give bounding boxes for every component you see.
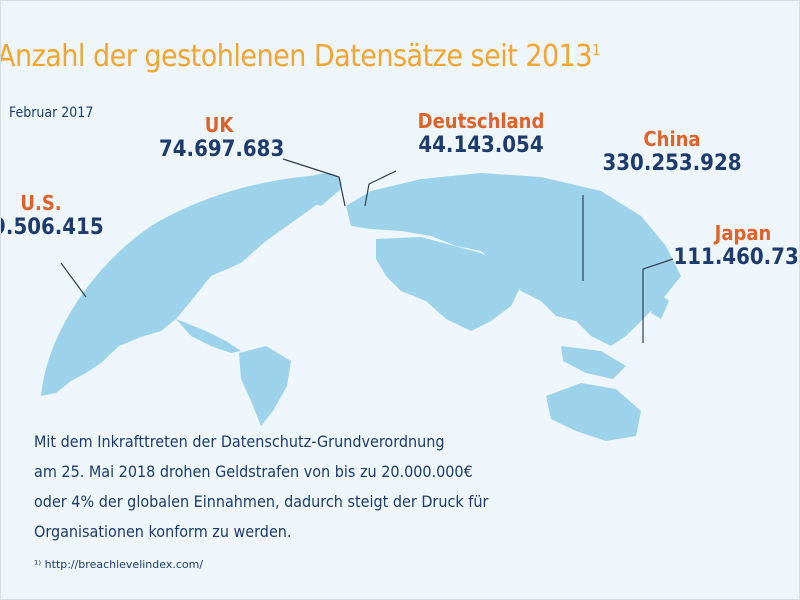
region-name: UK (204, 113, 234, 137)
europe-asia (346, 173, 681, 346)
body-text: Mit dem Inkrafttreten der Datenschutz-Gr… (34, 427, 488, 547)
leader-line (364, 170, 397, 207)
region-count: 44.143.054 (418, 133, 544, 158)
north-america (41, 175, 336, 396)
body-line: oder 4% der globalen Einnahmen, dadurch … (34, 492, 489, 511)
title-text: Anzahl der gestohlenen Datensätze seit 2… (0, 39, 593, 74)
region-count: 330.253.928 (602, 151, 742, 176)
africa (376, 237, 521, 331)
leader-line (282, 158, 346, 207)
central-america (176, 319, 241, 353)
body-line: Organisationen konform zu werden. (34, 522, 292, 541)
region-label: Japan 111.460.730 (673, 221, 800, 270)
region-name: Japan (714, 221, 772, 245)
leader-line (60, 262, 87, 298)
australia (546, 383, 641, 441)
region-count: 74.697.683 (159, 137, 285, 162)
leader-line (642, 258, 674, 343)
body-line: am 25. Mai 2018 drohen Geldstrafen von b… (34, 462, 473, 481)
region-name: U.S. (20, 191, 62, 215)
greenland (301, 173, 342, 206)
body-line: Mit dem Inkrafttreten der Datenschutz-Gr… (34, 432, 445, 451)
japan-island (651, 291, 669, 319)
region-name: China (643, 127, 701, 151)
title: Anzahl der gestohlenen Datensätze seit 2… (0, 39, 601, 74)
footnote-marker: 1 (592, 41, 601, 59)
region-label: China 330.253.928 (597, 127, 747, 176)
region-label: Deutschland 44.143.054 (411, 109, 551, 158)
southeast-asia (561, 346, 626, 379)
region-label: U.S. 39.506.415 (1, 191, 111, 240)
region-label: UK 74.697.683 (159, 113, 285, 162)
region-name: Deutschland (417, 109, 545, 133)
footnote: ¹⁾ http://breachlevelindex.com/ (34, 558, 204, 571)
region-count: 39.506.415 (1, 215, 104, 240)
region-count: 111.460.730 (673, 245, 800, 270)
south-america (239, 346, 291, 426)
subtitle: Februar 2017 (9, 105, 94, 121)
